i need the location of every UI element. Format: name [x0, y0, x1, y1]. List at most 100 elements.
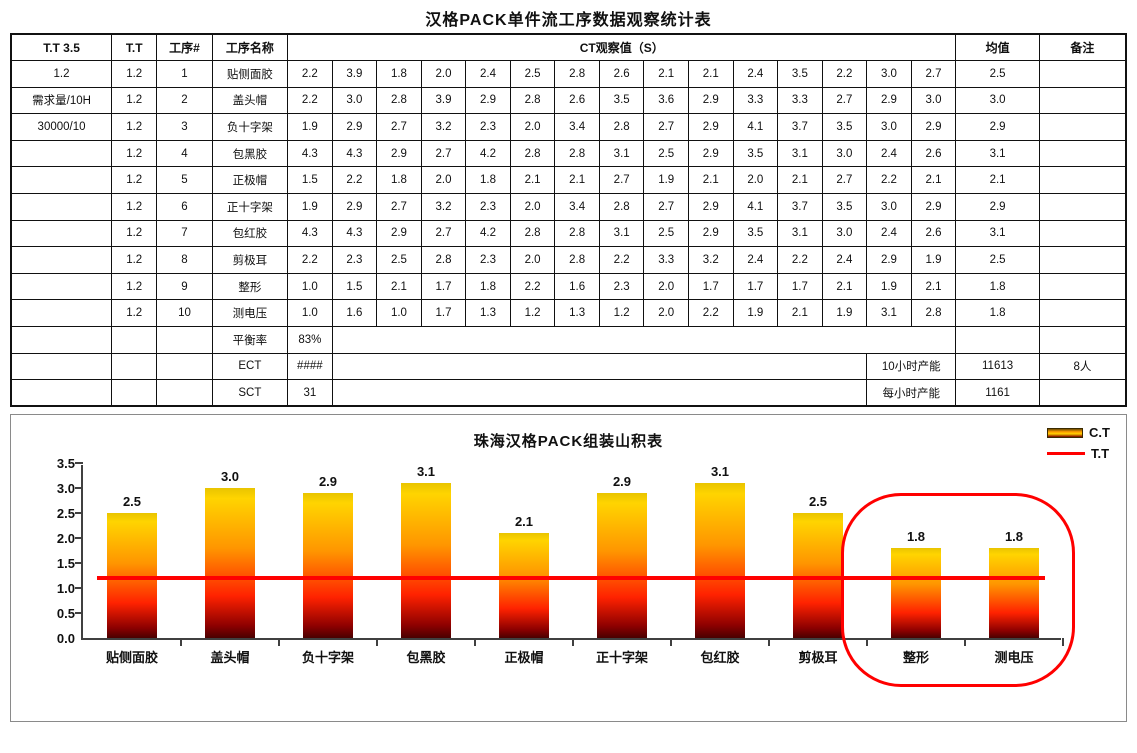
- ct-value-cell: 2.7: [821, 86, 868, 115]
- ct-value-cell: 2.1: [688, 166, 734, 195]
- y-axis-tick-label: 3.0: [56, 481, 75, 497]
- ct-value-cell: 3.6: [643, 86, 689, 115]
- ct-value-cell: 2.4: [821, 246, 868, 274]
- process-no-cell: [156, 352, 213, 381]
- ct-value-cell: 1.0: [287, 272, 333, 301]
- ct-value-cell: 2.5: [376, 246, 422, 274]
- ct-value-cell: 2.2: [866, 166, 912, 195]
- ct-value-cell: 3.4: [554, 193, 600, 221]
- info-cell: [10, 139, 113, 168]
- x-axis-category-label: 负十字架: [301, 650, 354, 666]
- ct-value-cell: 1.9: [821, 299, 868, 328]
- x-axis-category-label: 包红胶: [700, 650, 740, 666]
- ct-value-cell: 2.9: [688, 193, 734, 221]
- ct-value-cell: 1.2: [509, 299, 556, 328]
- ct-value-cell: 2.9: [465, 86, 511, 115]
- ct-value-cell: 1.3: [465, 299, 511, 328]
- ct-value-cell: 2.0: [643, 272, 689, 301]
- chart-panel: 珠海汉格PACK组装山积表 C.T T.T 0.0 0.5 1.0 1.5 2.0 2.5…: [10, 414, 1127, 723]
- ct-value-cell: 2.2: [598, 246, 645, 274]
- summary-label-cell: 平衡率: [211, 326, 289, 354]
- y-axis-tick-label: 2.0: [56, 531, 75, 547]
- ct-value-cell: 2.7: [420, 139, 467, 168]
- ct-value-cell: 2.9: [688, 219, 734, 248]
- ct-value-cell: 2.9: [910, 113, 957, 141]
- tt-cell: [111, 379, 158, 407]
- process-name-cell: 整形: [211, 272, 289, 301]
- header-process-no: 工序#: [156, 33, 213, 62]
- ct-value-cell: 3.0: [331, 86, 378, 115]
- ct-value-cell: 2.8: [420, 246, 467, 274]
- summary-value-cell: ####: [287, 352, 333, 381]
- process-no-cell: 9: [156, 272, 213, 301]
- ct-value-cell: 2.7: [643, 113, 689, 141]
- x-axis-category-label: 正极帽: [504, 650, 544, 666]
- ct-value-cell: 2.8: [376, 86, 422, 115]
- ct-value-cell: 1.9: [732, 299, 779, 328]
- process-row: 需求量/10H 1.2 2 盖头帽 2.2 3.0 2.8 3.9 2.9 2.8 2.6 3.5 3.…: [10, 86, 1127, 115]
- ct-value-cell: 3.0: [821, 219, 868, 248]
- ct-value-cell: 1.7: [688, 272, 734, 301]
- x-axis-category-label: 整形: [902, 650, 929, 666]
- ct-value-cell: 2.0: [420, 166, 467, 195]
- header-remark: 备注: [1038, 33, 1127, 62]
- process-no-cell: 4: [156, 139, 213, 168]
- tt-cell: [111, 352, 158, 381]
- process-name-cell: 贴侧面胶: [211, 60, 289, 88]
- y-axis-tick-label: 3.5: [56, 456, 75, 472]
- ct-value-cell: 2.4: [866, 219, 912, 248]
- process-no-cell: 6: [156, 193, 213, 221]
- mean-cell: 3.1: [955, 139, 1040, 168]
- remark-cell: [1038, 246, 1127, 274]
- ct-value-cell: 2.6: [554, 86, 600, 115]
- ct-value-cell: 2.2: [287, 86, 333, 115]
- x-axis-tick: [670, 638, 672, 647]
- tt-cell: 1.2: [111, 86, 158, 115]
- ct-value-cell: 3.2: [688, 246, 734, 274]
- ct-bar: [695, 483, 745, 639]
- mean-cell: 2.5: [955, 246, 1040, 274]
- process-no-cell: 2: [156, 86, 213, 115]
- ct-value-cell: 2.1: [777, 299, 823, 328]
- tt-cell: 1.2: [111, 139, 158, 168]
- ct-value-cell: 2.8: [509, 219, 556, 248]
- ct-value-cell: 2.8: [554, 246, 600, 274]
- ct-value-cell: 1.7: [732, 272, 779, 301]
- tt-cell: 1.2: [111, 246, 158, 274]
- info-cell: [10, 219, 113, 248]
- mean-cell: 1.8: [955, 299, 1040, 328]
- ct-value-cell: 3.5: [598, 86, 645, 115]
- ct-value-cell: 2.3: [465, 193, 511, 221]
- y-axis-tick: [75, 612, 83, 615]
- summary-mean-cell: [955, 326, 1040, 354]
- summary-label-cell: SCT: [211, 379, 289, 407]
- ct-value-cell: 2.5: [643, 219, 689, 248]
- ct-value-cell: 2.1: [821, 272, 868, 301]
- info-cell: [10, 352, 113, 381]
- x-axis-category-label: 贴侧面胶: [105, 650, 158, 666]
- ct-value-cell: 3.7: [777, 113, 823, 141]
- ct-value-cell: 1.9: [866, 272, 912, 301]
- tt-cell: 1.2: [111, 166, 158, 195]
- tt-cell: 1.2: [111, 272, 158, 301]
- mean-cell: 3.0: [955, 86, 1040, 115]
- ct-value-cell: 3.3: [777, 86, 823, 115]
- ct-value-cell: 1.5: [331, 272, 378, 301]
- process-no-cell: 5: [156, 166, 213, 195]
- ct-value-cell: 2.2: [287, 246, 333, 274]
- summary-mean-cell: 1161: [955, 379, 1040, 407]
- ct-value-cell: 1.8: [465, 272, 511, 301]
- ct-value-cell: 3.2: [420, 193, 467, 221]
- x-axis-tick: [474, 638, 476, 647]
- info-cell: [10, 299, 113, 328]
- bar-value-label: 2.9: [612, 474, 632, 490]
- ct-value-cell: 3.3: [643, 246, 689, 274]
- process-no-cell: [156, 326, 213, 354]
- mean-cell: 2.1: [955, 166, 1040, 195]
- y-axis-tick-label: 1.0: [56, 581, 75, 597]
- ct-value-cell: 4.3: [287, 139, 333, 168]
- table-header-row: T.T 3.5 T.T 工序# 工序名称 CT观察值（S） 均值 备注: [10, 33, 1127, 62]
- ct-value-cell: 3.5: [821, 113, 868, 141]
- ct-value-cell: 3.3: [732, 86, 779, 115]
- ct-value-cell: 2.9: [688, 139, 734, 168]
